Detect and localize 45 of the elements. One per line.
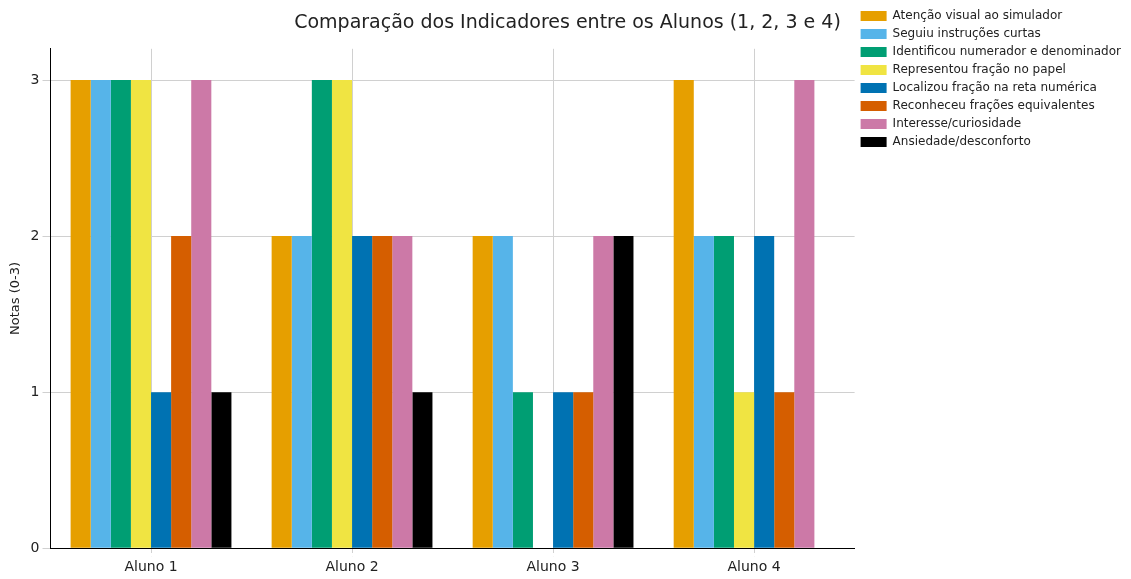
bar: [352, 236, 373, 548]
legend-label: Interesse/curiosidade: [892, 116, 1022, 131]
bar: [311, 80, 332, 548]
bar: [553, 392, 574, 548]
bar: [774, 392, 795, 548]
y-axis-title: Notas (0-3): [7, 261, 23, 336]
legend-label: Atenção visual ao simulador: [892, 8, 1063, 23]
legend-label: Ansiedade/desconforto: [892, 134, 1031, 149]
x-tick-label: Aluno 2: [325, 558, 379, 575]
bar: [70, 80, 91, 548]
bar: [171, 236, 192, 548]
bar: [271, 236, 292, 548]
y-tick-label: 0: [30, 538, 40, 555]
y-tick-label: 1: [30, 382, 40, 399]
bar: [130, 80, 152, 548]
chart-title: Comparação dos Indicadores entre os Alunos (1, 2, 3 e 4): [294, 10, 841, 33]
bar: [151, 392, 172, 548]
bar: [794, 80, 815, 548]
legend-label: Localizou fração na reta numérica: [892, 80, 1097, 95]
bar: [110, 80, 131, 548]
x-tick-label: Aluno 3: [526, 558, 580, 575]
legend-label: Reconheceu frações equivalentes: [892, 98, 1095, 113]
bar: [291, 236, 312, 548]
bar: [372, 236, 393, 548]
bar: [492, 236, 513, 548]
x-tick-label: Aluno 4: [727, 558, 781, 575]
bar: [472, 236, 493, 548]
y-tick-label: 3: [30, 70, 40, 87]
bar: [713, 236, 734, 548]
bar: [733, 392, 755, 548]
bar: [191, 80, 212, 548]
x-tick-label: Aluno 1: [124, 558, 178, 575]
bar: [673, 80, 694, 548]
bar: [512, 392, 533, 548]
bar: [331, 80, 353, 548]
legend-label: Representou fração no papel: [892, 62, 1066, 77]
bar: [90, 80, 111, 548]
legend-label: Identificou numerador e denominador: [892, 44, 1122, 59]
bar: [754, 236, 775, 548]
bar: [593, 236, 614, 548]
y-tick-label: 2: [30, 226, 40, 243]
legend-label: Seguiu instruções curtas: [892, 26, 1041, 41]
bar: [573, 392, 594, 548]
bar: [693, 236, 714, 548]
bar: [392, 236, 413, 548]
